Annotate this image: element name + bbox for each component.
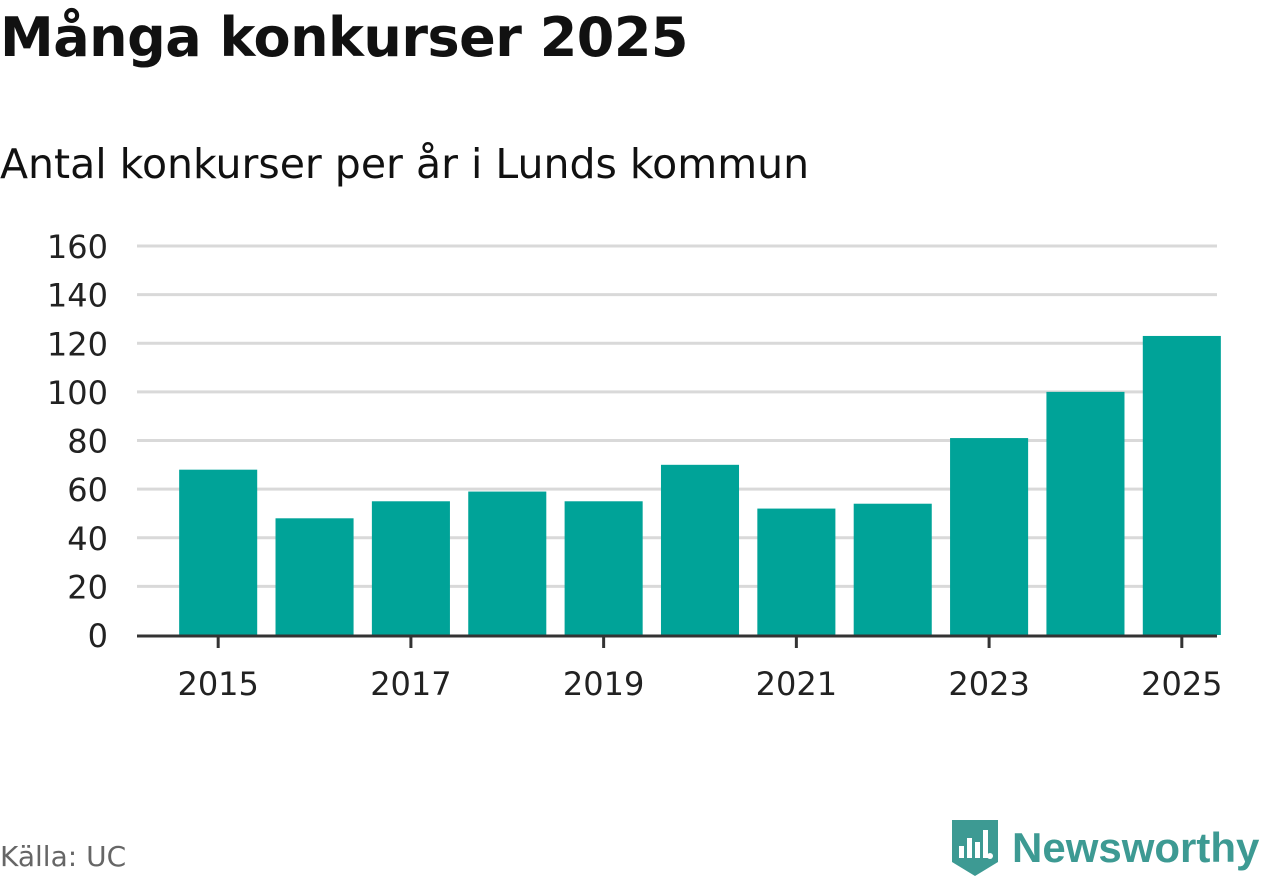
bar-2021	[757, 508, 836, 635]
axes	[137, 634, 1217, 648]
bar-2017	[371, 501, 450, 635]
y-tick-label: 20	[67, 568, 108, 606]
x-tick-label: 2025	[1141, 665, 1222, 703]
bar-2025	[1142, 335, 1221, 635]
bar-2022	[853, 503, 932, 635]
x-tick-label: 2023	[948, 665, 1029, 703]
x-tick-label: 2017	[370, 665, 451, 703]
brand-logo: Newsworthy	[950, 818, 1259, 878]
y-tick-label: 160	[47, 228, 108, 266]
bar-2024	[1046, 391, 1125, 635]
bar-2019	[564, 501, 643, 635]
bar-2020	[660, 464, 740, 635]
y-tick-label: 140	[47, 277, 108, 315]
chart-title: Många konkurser 2025	[0, 6, 689, 69]
y-tick-label: 120	[47, 325, 108, 363]
newsworthy-logo-icon	[952, 820, 998, 876]
chart-subtitle: Antal konkurser per år i Lunds kommun	[0, 140, 810, 188]
bar-2023	[950, 438, 1029, 635]
x-tick-label: 2015	[177, 665, 258, 703]
x-tick-label: 2019	[563, 665, 644, 703]
bar-2016	[275, 518, 354, 635]
bar-2018	[468, 491, 547, 635]
y-tick-label: 100	[47, 374, 108, 412]
tick-labels: 0 20 40 60 80 100 120 140 160 2015 2017 2019 2021 202…	[47, 228, 1223, 703]
brand-name: Newsworthy	[1012, 824, 1260, 871]
y-tick-label: 40	[67, 520, 108, 558]
x-tick-label: 2021	[756, 665, 837, 703]
source-note: Källa: UC	[0, 840, 127, 873]
bar-2015	[179, 469, 258, 635]
y-tick-label: 0	[88, 617, 108, 655]
bars	[179, 335, 1221, 635]
y-tick-label: 80	[67, 423, 108, 461]
y-tick-label: 60	[67, 471, 108, 509]
